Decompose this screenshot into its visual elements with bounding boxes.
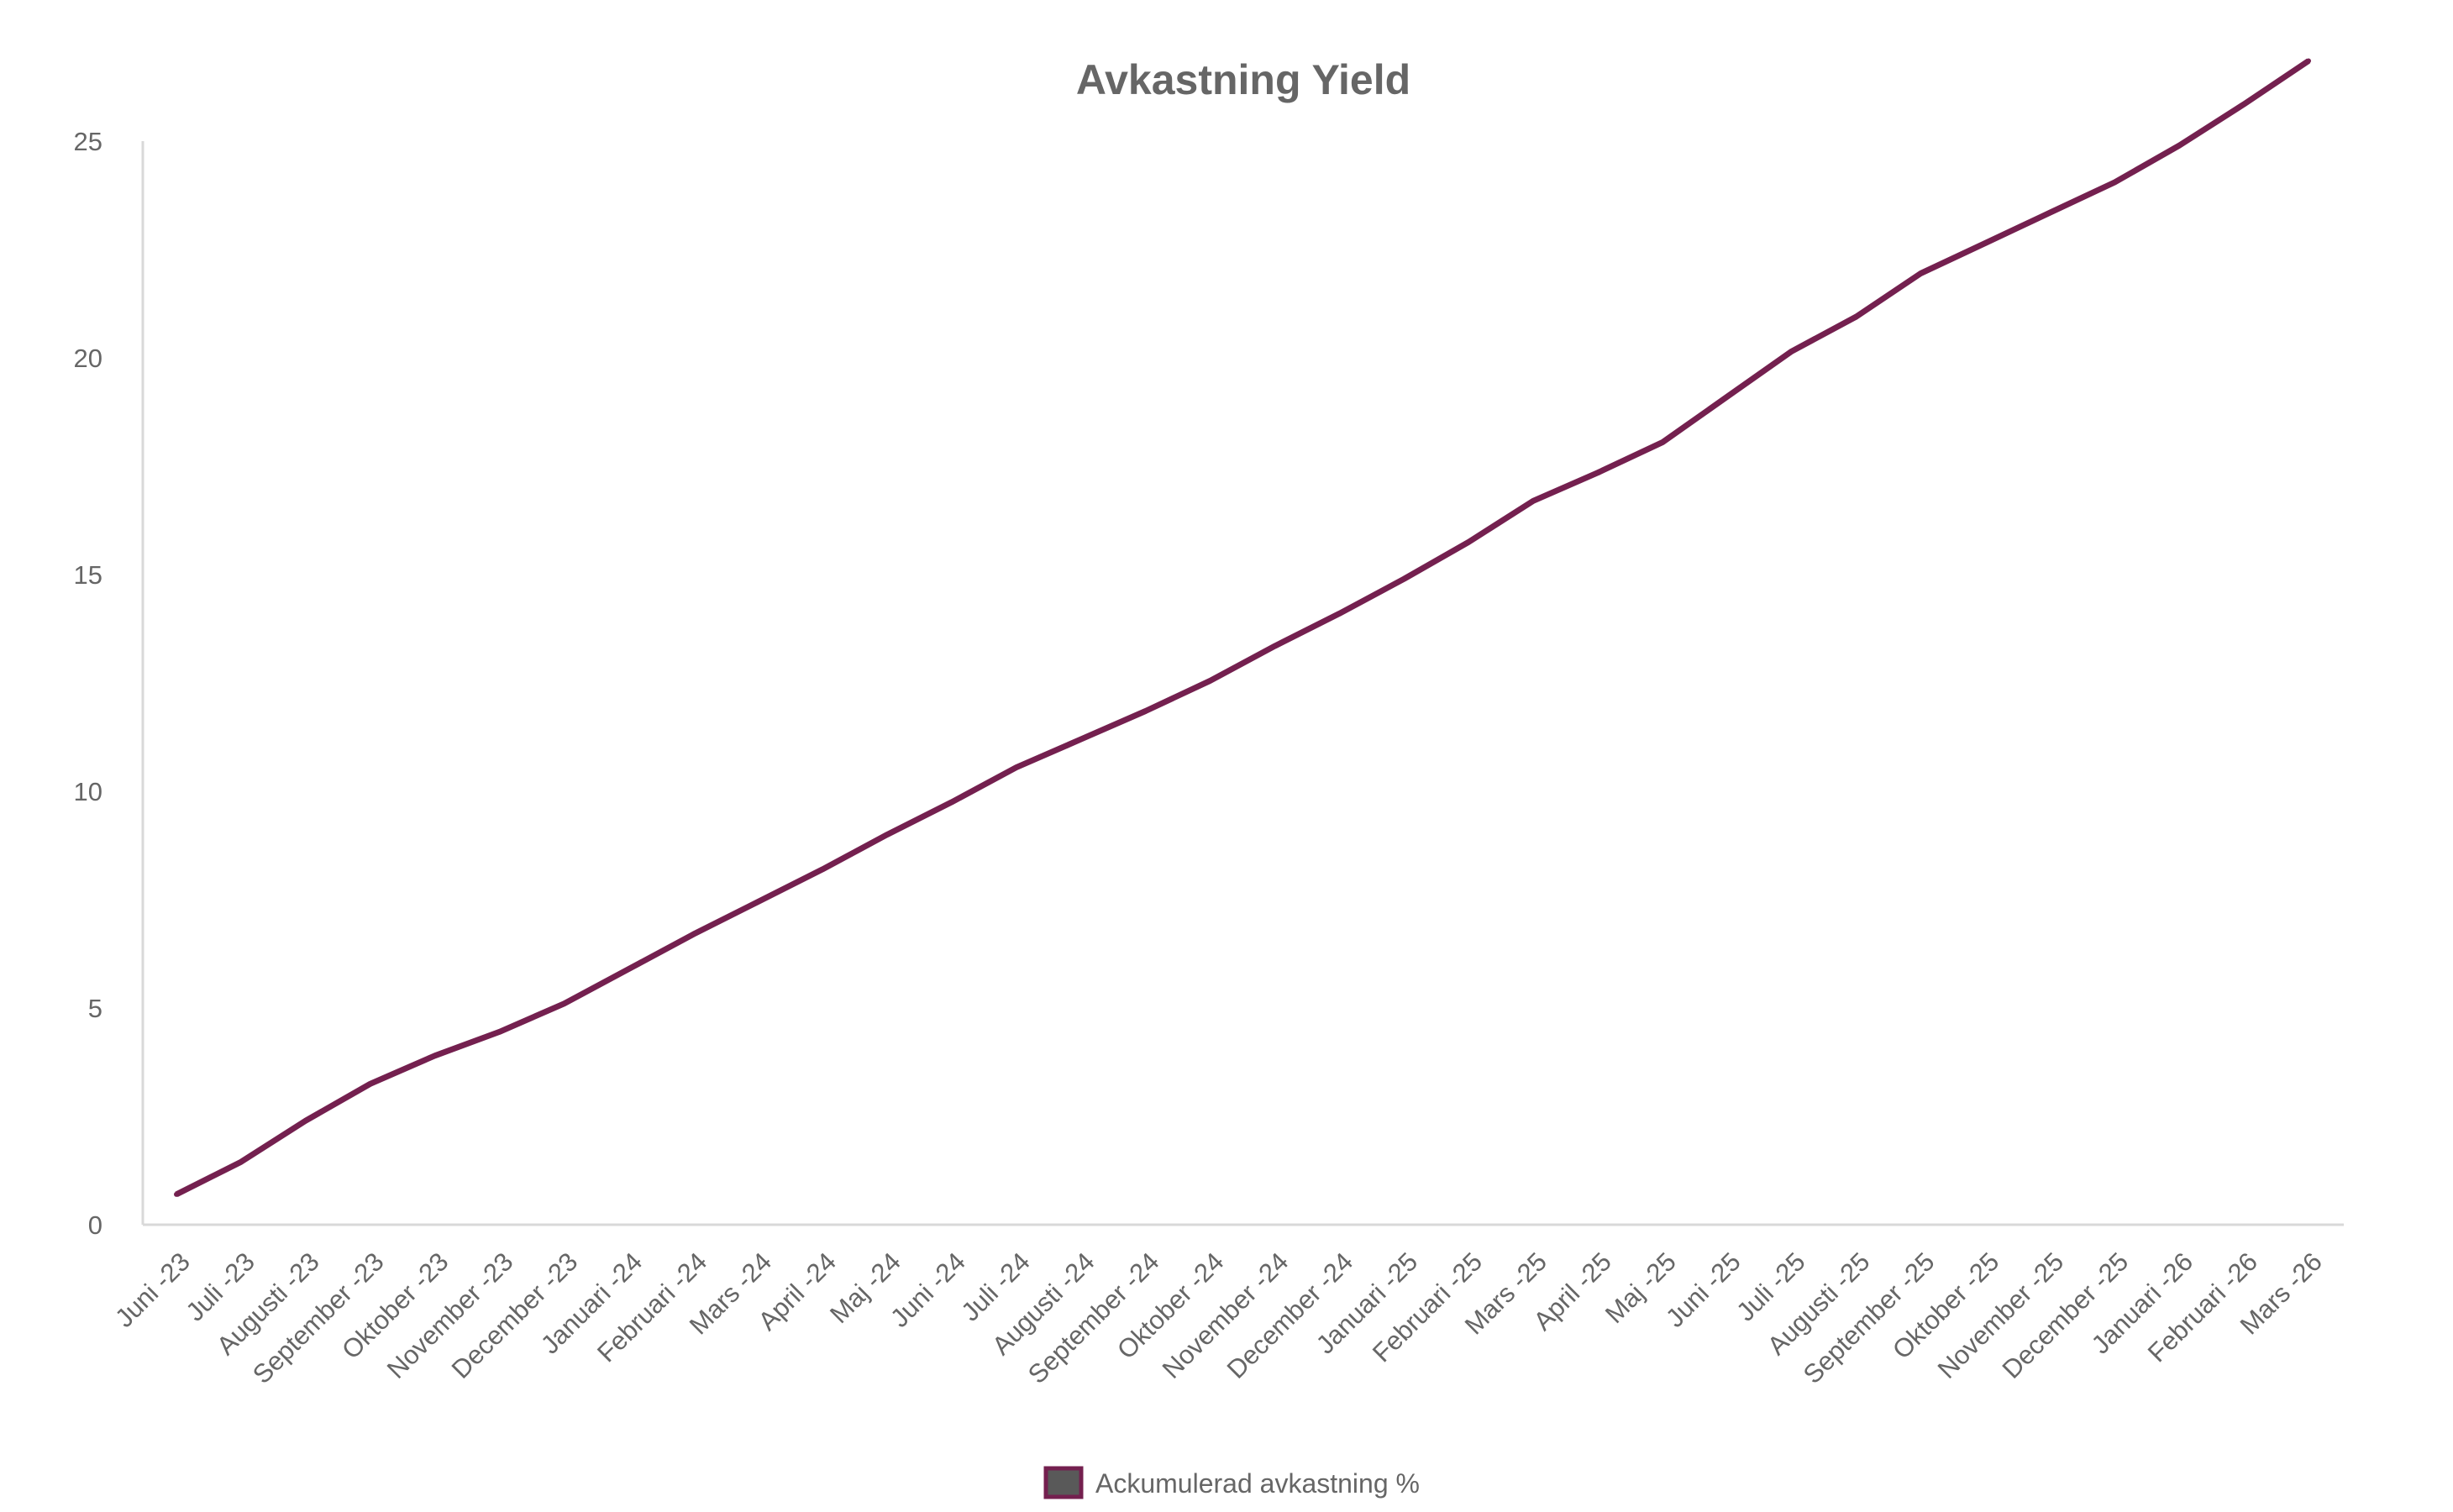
data-point [1013,764,1019,770]
data-point [1207,678,1213,684]
data-point [820,866,826,872]
data-point [2047,210,2053,216]
data-point [1142,708,1148,714]
data-point [948,799,954,805]
data-point [626,966,632,972]
y-tick-label: 5 [88,994,102,1023]
data-point [1078,737,1084,743]
data-point [302,1118,308,1124]
data-point [367,1081,373,1087]
y-tick-label: 25 [74,127,102,156]
legend[interactable]: Ackumulerad avkastning % [1043,1466,1420,1499]
data-point [755,899,761,905]
data-point [174,1191,179,1197]
data-point [1531,498,1536,504]
data-point [2241,102,2247,108]
data-point [691,932,696,937]
y-axis-ticks: 0 5 10 15 20 25 [74,127,102,1240]
y-tick-label: 20 [74,344,102,373]
data-point [2177,143,2182,149]
legend-swatch-icon [1043,1466,1084,1499]
series-layer [174,58,2311,1198]
data-point [1724,394,1730,400]
data-point [1401,576,1407,582]
data-point [1789,349,1794,354]
data-point [1983,240,1988,246]
series-line [175,58,2310,1198]
data-point [885,832,890,837]
data-point [1466,539,1472,545]
data-point [1853,314,1859,319]
data-point [496,1029,502,1035]
chart-title: Avkastning Yield [1076,56,1410,103]
data-point [2112,180,2118,185]
y-tick-label: 0 [88,1210,102,1240]
data-point [1595,470,1600,475]
y-tick-label: 15 [74,560,102,590]
data-point [238,1159,244,1165]
data-point [2306,58,2311,64]
data-point [432,1053,438,1058]
y-tick-label: 10 [74,777,102,806]
data-point [561,1000,567,1006]
data-point [1272,643,1278,649]
data-point [1337,611,1342,617]
data-point [1659,439,1665,445]
legend-label: Ackumulerad avkastning % [1095,1468,1420,1499]
data-point [1918,270,1924,276]
x-tick-label: Juni -23 [109,1247,196,1333]
